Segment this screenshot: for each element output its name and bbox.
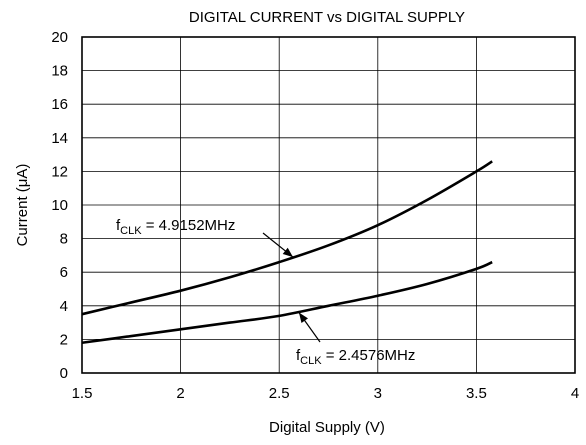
y-tick-label-5: 10 [51, 197, 68, 214]
y-tick-label-9: 18 [51, 63, 68, 80]
plot-frame [81, 36, 576, 374]
x-tick-label-1: 2 [176, 385, 184, 402]
x-tick-label-5: 4 [571, 385, 579, 402]
y-tick-label-1: 2 [60, 331, 68, 348]
y-tick-label-6: 12 [51, 163, 68, 180]
grid [81, 36, 576, 374]
tick-labels: 1.5 2 2.5 3 3.5 4 0 2 4 6 8 10 12 14 16 18 20 [51, 29, 579, 402]
y-tick-label-0: 0 [60, 365, 68, 382]
x-axis-label: Digital Supply (V) [269, 419, 385, 436]
series-lines [81, 160, 493, 345]
y-tick-label-2: 4 [60, 298, 68, 315]
chart-title: DIGITAL CURRENT vs DIGITAL SUPPLY [189, 9, 465, 26]
y-tick-label-10: 20 [51, 29, 68, 46]
x-tick-label-3: 3 [374, 385, 382, 402]
series-arrow-head-0 [282, 247, 294, 258]
axes [81, 36, 576, 374]
series-label-0: fCLK = 4.9152MHz [116, 217, 235, 237]
y-tick-label-7: 14 [51, 130, 68, 147]
y-axis-label: Current (μA) [14, 164, 31, 247]
series-line-1 [81, 260, 493, 345]
y-tick-label-8: 16 [51, 96, 68, 113]
series-label-1: fCLK = 2.4576MHz [296, 347, 415, 367]
x-tick-label-4: 3.5 [466, 385, 487, 402]
x-tick-label-2: 2.5 [269, 385, 290, 402]
annotations: fCLK = 4.9152MHz fCLK = 2.4576MHz [116, 217, 415, 367]
y-tick-label-4: 8 [60, 231, 68, 248]
series-arrow-head-1 [298, 312, 308, 323]
series-line-0 [81, 160, 493, 316]
y-tick-label-3: 6 [60, 264, 68, 281]
x-tick-label-0: 1.5 [72, 385, 93, 402]
